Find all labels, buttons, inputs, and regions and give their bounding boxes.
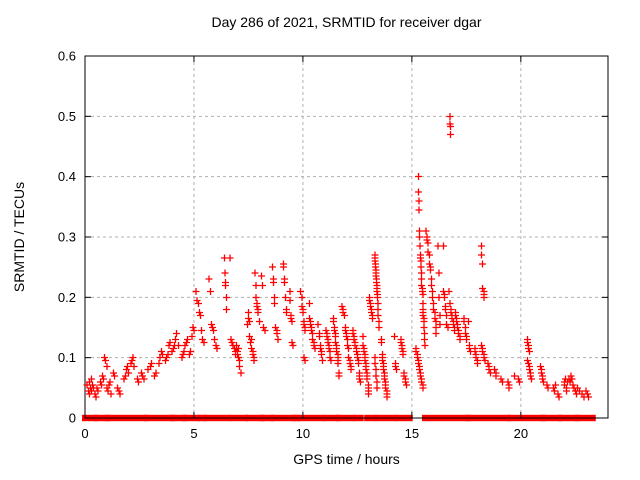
x-tick-label: 0 — [81, 426, 88, 441]
chart-title: Day 286 of 2021, SRMTID for receiver dga… — [211, 14, 482, 30]
y-tick-label: 0.3 — [58, 230, 76, 245]
x-tick-label: 15 — [405, 426, 419, 441]
y-tick-label: 0.5 — [58, 109, 76, 124]
scatter-points — [83, 113, 592, 401]
y-tick-label: 0.2 — [58, 290, 76, 305]
y-tick-label: 0.6 — [58, 49, 76, 64]
y-tick-label: 0.1 — [58, 350, 76, 365]
y-tick-label: 0.4 — [58, 169, 76, 184]
plot-frame — [84, 55, 609, 419]
y-tick-label: 0 — [69, 411, 76, 426]
tick-labels: 0 5 10 15 20 0 0.1 0.2 0.3 0.4 0.5 0.6 — [58, 49, 528, 442]
x-tick-label: 5 — [190, 426, 197, 441]
x-tick-label: 10 — [296, 426, 310, 441]
x-tick-label: 20 — [514, 426, 528, 441]
x-axis-label: GPS time / hours — [293, 451, 400, 467]
